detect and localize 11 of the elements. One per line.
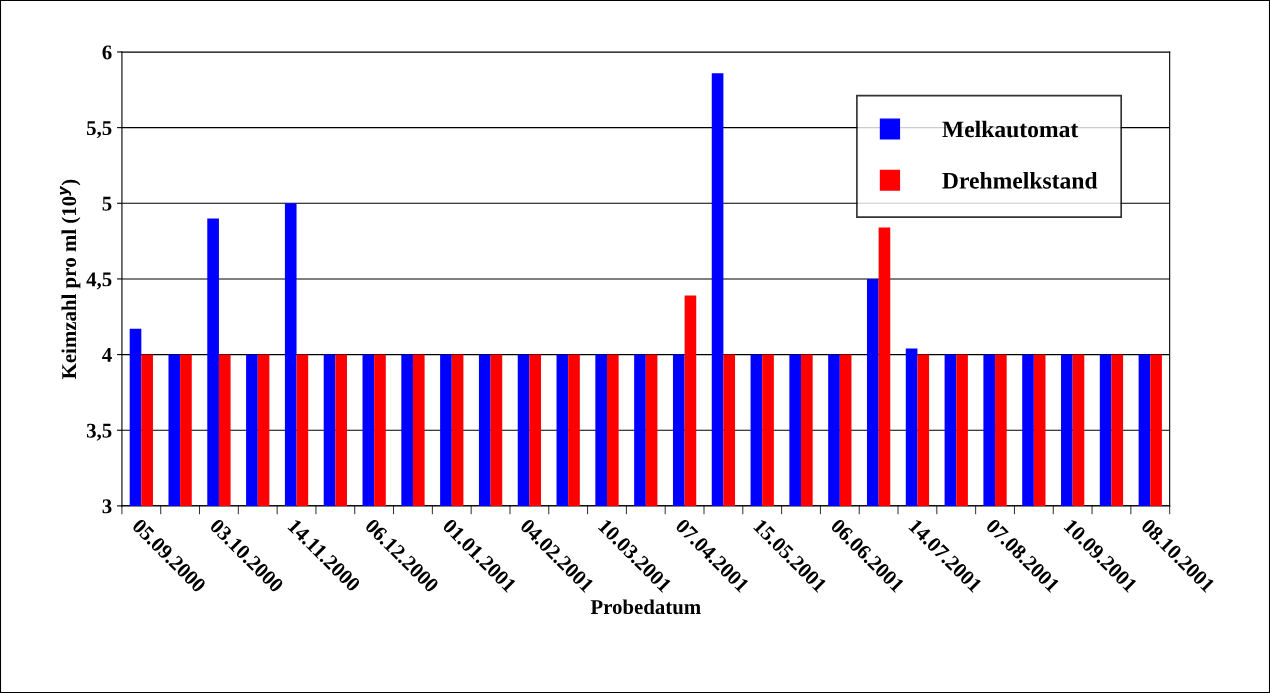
- legend-label: Drehmelkstand: [942, 172, 1098, 189]
- y-tick-label: 4: [102, 348, 112, 362]
- y-tick-label: 3,5: [86, 423, 112, 441]
- y-tick-label: 6: [102, 45, 112, 60]
- legend-label: Melkautomat: [942, 120, 1079, 138]
- y-tick-label: 4,5: [86, 272, 112, 290]
- y-tick-label: 3: [102, 499, 112, 514]
- y-axis-title: Keimzahl pro ml (10$^{y}$): [59, 179, 81, 379]
- y-tick-label: 5,5: [86, 121, 112, 139]
- x-axis-title: Probedatum: [590, 599, 701, 615]
- y-tick-label: 5: [102, 196, 112, 211]
